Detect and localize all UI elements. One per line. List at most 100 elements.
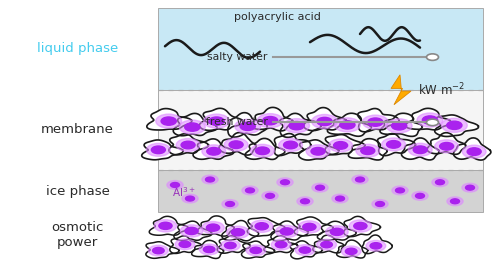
Polygon shape bbox=[158, 90, 482, 170]
Circle shape bbox=[158, 116, 172, 124]
Circle shape bbox=[354, 222, 367, 230]
Text: Al$^{3+}$: Al$^{3+}$ bbox=[172, 185, 196, 199]
Circle shape bbox=[362, 115, 388, 129]
Text: osmotic
power: osmotic power bbox=[52, 221, 104, 249]
Circle shape bbox=[224, 138, 248, 151]
Circle shape bbox=[432, 178, 448, 187]
Circle shape bbox=[176, 138, 200, 152]
Circle shape bbox=[297, 197, 313, 206]
Polygon shape bbox=[149, 216, 188, 235]
Circle shape bbox=[277, 178, 293, 187]
Circle shape bbox=[250, 220, 273, 232]
Polygon shape bbox=[247, 218, 285, 236]
Polygon shape bbox=[197, 216, 234, 236]
Text: fresh water: fresh water bbox=[206, 118, 268, 127]
Circle shape bbox=[366, 240, 386, 251]
Circle shape bbox=[222, 200, 238, 208]
Circle shape bbox=[306, 145, 330, 158]
Circle shape bbox=[204, 114, 230, 128]
Circle shape bbox=[206, 224, 220, 231]
Polygon shape bbox=[313, 235, 344, 253]
Circle shape bbox=[440, 143, 454, 150]
Circle shape bbox=[466, 185, 474, 190]
Circle shape bbox=[202, 145, 226, 158]
Polygon shape bbox=[200, 108, 244, 130]
Circle shape bbox=[467, 148, 481, 155]
Circle shape bbox=[352, 175, 368, 184]
Polygon shape bbox=[174, 221, 212, 240]
Text: ice phase: ice phase bbox=[46, 185, 110, 197]
Circle shape bbox=[232, 229, 244, 236]
Circle shape bbox=[255, 223, 268, 230]
Circle shape bbox=[167, 181, 183, 189]
Circle shape bbox=[148, 245, 168, 256]
Polygon shape bbox=[245, 138, 285, 159]
Circle shape bbox=[346, 248, 357, 255]
Polygon shape bbox=[318, 221, 356, 240]
Circle shape bbox=[229, 141, 243, 149]
Circle shape bbox=[278, 138, 302, 152]
Polygon shape bbox=[304, 107, 346, 131]
Circle shape bbox=[184, 123, 200, 131]
Polygon shape bbox=[348, 139, 387, 160]
Polygon shape bbox=[434, 115, 478, 137]
Circle shape bbox=[246, 188, 254, 193]
Circle shape bbox=[317, 117, 332, 126]
Circle shape bbox=[284, 141, 298, 149]
Circle shape bbox=[330, 228, 344, 236]
Circle shape bbox=[240, 122, 256, 131]
Circle shape bbox=[280, 180, 289, 185]
Polygon shape bbox=[192, 240, 224, 258]
Circle shape bbox=[316, 185, 324, 190]
Polygon shape bbox=[406, 108, 451, 130]
Polygon shape bbox=[336, 240, 368, 258]
Polygon shape bbox=[147, 109, 192, 130]
Polygon shape bbox=[271, 221, 308, 241]
Circle shape bbox=[416, 193, 424, 198]
Circle shape bbox=[180, 120, 205, 134]
Circle shape bbox=[376, 202, 384, 206]
Polygon shape bbox=[294, 217, 333, 236]
Text: polyacrylic acid: polyacrylic acid bbox=[234, 12, 321, 22]
Polygon shape bbox=[328, 113, 372, 136]
Polygon shape bbox=[427, 133, 466, 154]
Circle shape bbox=[256, 147, 270, 154]
Polygon shape bbox=[391, 75, 411, 105]
Circle shape bbox=[300, 199, 310, 204]
Polygon shape bbox=[193, 139, 234, 159]
Circle shape bbox=[392, 122, 406, 130]
Circle shape bbox=[170, 183, 179, 187]
Polygon shape bbox=[158, 170, 482, 212]
Circle shape bbox=[334, 118, 360, 132]
Circle shape bbox=[368, 118, 383, 126]
Circle shape bbox=[175, 239, 195, 250]
Circle shape bbox=[396, 188, 404, 193]
Circle shape bbox=[284, 119, 310, 133]
Circle shape bbox=[334, 142, 347, 149]
Polygon shape bbox=[280, 113, 321, 137]
Polygon shape bbox=[362, 235, 392, 254]
Circle shape bbox=[182, 194, 198, 203]
Polygon shape bbox=[222, 221, 258, 241]
Circle shape bbox=[426, 119, 438, 126]
Circle shape bbox=[181, 141, 195, 149]
Text: salty water: salty water bbox=[207, 52, 268, 62]
Circle shape bbox=[220, 240, 240, 251]
Circle shape bbox=[276, 242, 287, 248]
Circle shape bbox=[422, 116, 438, 124]
Text: kW m$^{-2}$: kW m$^{-2}$ bbox=[418, 81, 465, 98]
Polygon shape bbox=[358, 109, 399, 132]
Polygon shape bbox=[170, 236, 202, 254]
Circle shape bbox=[154, 220, 176, 232]
Circle shape bbox=[372, 200, 388, 208]
Circle shape bbox=[332, 194, 348, 203]
Circle shape bbox=[303, 223, 316, 230]
Polygon shape bbox=[242, 241, 274, 258]
Circle shape bbox=[226, 202, 234, 206]
Circle shape bbox=[280, 228, 293, 235]
Circle shape bbox=[204, 246, 215, 253]
Polygon shape bbox=[142, 140, 183, 160]
Circle shape bbox=[180, 225, 203, 237]
Polygon shape bbox=[402, 138, 439, 160]
Circle shape bbox=[206, 177, 214, 182]
